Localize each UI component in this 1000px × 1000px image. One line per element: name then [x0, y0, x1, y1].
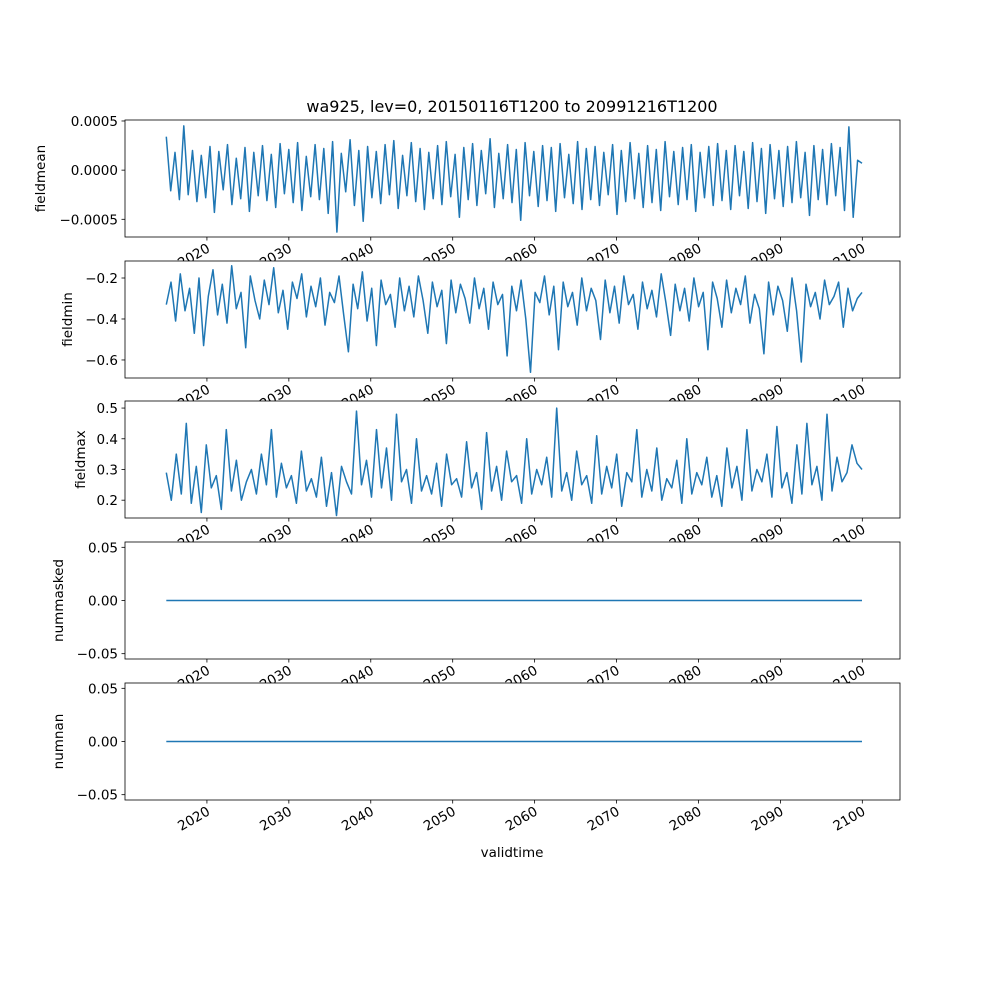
- y-tick-label: 0.05: [88, 540, 118, 556]
- y-tick-label: −0.05: [77, 647, 118, 663]
- y-axis-label: nummasked: [51, 559, 67, 642]
- y-axis-label: numnan: [51, 714, 67, 770]
- y-axis-label: fieldmin: [60, 292, 76, 347]
- y-tick-label: 0.05: [88, 681, 118, 697]
- y-tick-label: 0.0005: [71, 114, 118, 130]
- y-tick-label: −0.6: [85, 353, 118, 369]
- axes-background: [125, 401, 900, 518]
- y-tick-label: 0.00: [88, 594, 118, 610]
- y-tick-label: 0.00: [88, 735, 118, 751]
- x-axis-label: validtime: [481, 845, 544, 861]
- axes-frame: [124, 119, 901, 238]
- y-tick-label: −0.05: [77, 788, 118, 804]
- y-tick-label: 0.2: [97, 493, 118, 509]
- y-tick-label: −0.2: [85, 271, 118, 287]
- chart-title: wa925, lev=0, 20150116T1200 to 20991216T…: [306, 97, 717, 116]
- axes-frame: [124, 400, 901, 519]
- y-tick-label: 0.0000: [71, 163, 118, 179]
- series-line-fieldmin: [165, 264, 863, 374]
- y-tick-label: −0.0005: [59, 212, 118, 228]
- y-tick-label: 0.4: [97, 432, 118, 448]
- axes-background: [125, 261, 900, 378]
- y-tick-label: 0.5: [97, 401, 118, 417]
- series-line-fieldmean: [165, 125, 863, 233]
- axes-frame: [124, 260, 901, 379]
- y-axis-label: fieldmean: [33, 145, 49, 212]
- axes-background: [125, 120, 900, 237]
- y-axis-label: fieldmax: [73, 430, 89, 489]
- y-tick-label: −0.4: [85, 312, 118, 328]
- y-tick-label: 0.3: [97, 462, 118, 478]
- series-line-fieldmax: [165, 407, 863, 517]
